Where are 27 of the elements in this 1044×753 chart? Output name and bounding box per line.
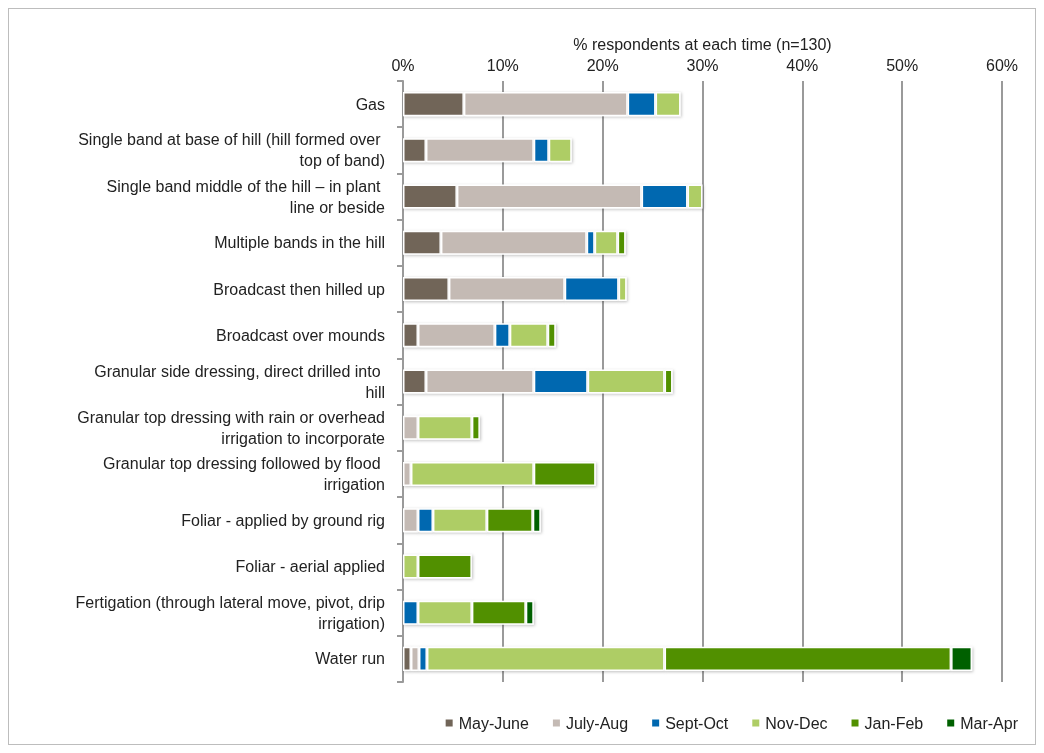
legend-label: Sept-Oct [665,714,729,732]
y-tick-label: Broadcast then hilled up [213,280,386,298]
x-tick-label: 10% [486,56,519,74]
y-tick-label: Gas [355,95,385,113]
y-tick-label: Multiple bands in the hill [214,234,385,252]
legend-label: Nov-Dec [765,714,828,732]
x-axis-title: % respondents at each time (n=130) [573,35,832,53]
y-tick-label: Granular side dressing, direct drilled into hill [94,362,385,401]
y-tick-label: Fertigation (through lateral move, pivot, drip irrigation) [75,593,386,632]
x-tick-label: 40% [786,56,819,74]
y-tick-label: Broadcast over mounds [216,326,385,344]
legend-label: July-Aug [565,714,629,732]
x-tick-label: 0% [391,56,415,74]
y-tick-label: Granular top dressing followed by flood irrigation [103,454,385,493]
legend-label: Mar-Apr [960,714,1019,732]
x-tick-label: 50% [886,56,919,74]
y-tick-label: Single band middle of the hill – in plant line or beside [106,177,386,216]
y-tick-label: Foliar - aerial applied [235,557,385,575]
y-tick-label: Water run [315,650,385,668]
x-tick-label: 30% [686,56,719,74]
y-tick-label: Foliar - applied by ground rig [181,511,385,529]
y-tick-label: Granular top dressing with rain or overhead irrigation to incorporate [77,408,386,447]
legend-label: May-June [458,714,530,732]
legend-label: Jan-Feb [864,714,924,732]
x-tick-label: 20% [586,56,619,74]
y-tick-label: Single band at base of hill (hill formed over top of band) [78,131,385,170]
x-tick-label: 60% [985,56,1019,74]
